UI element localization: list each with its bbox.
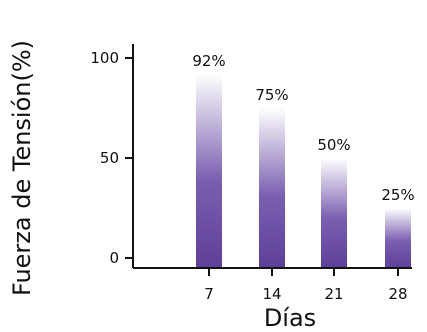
x-tick-label-21: 21: [324, 285, 343, 303]
bars-group: [196, 74, 411, 268]
x-ticks-group: 7 14 21 28: [204, 268, 408, 303]
x-tick-label-28: 28: [388, 285, 407, 303]
data-label-21: 50%: [317, 136, 350, 154]
bar-7: [196, 74, 222, 268]
data-label-7: 92%: [192, 52, 225, 70]
y-tick-label-0: 0: [109, 249, 119, 267]
y-tick-label-100: 100: [90, 49, 119, 67]
x-tick-label-7: 7: [204, 285, 214, 303]
y-ticks-group: 0 50 100: [90, 49, 133, 267]
data-label-28: 25%: [381, 186, 414, 204]
y-tick-label-50: 50: [100, 149, 119, 167]
y-axis-title: Fuerza de Tensión(%): [8, 40, 36, 296]
data-labels-group: 92% 75% 50% 25%: [192, 52, 414, 204]
x-tick-label-14: 14: [262, 285, 281, 303]
bar-28: [385, 208, 411, 268]
x-axis-title: Días: [264, 304, 316, 332]
bar-21: [321, 158, 347, 268]
bar-14: [259, 108, 285, 268]
data-label-14: 75%: [255, 86, 288, 104]
